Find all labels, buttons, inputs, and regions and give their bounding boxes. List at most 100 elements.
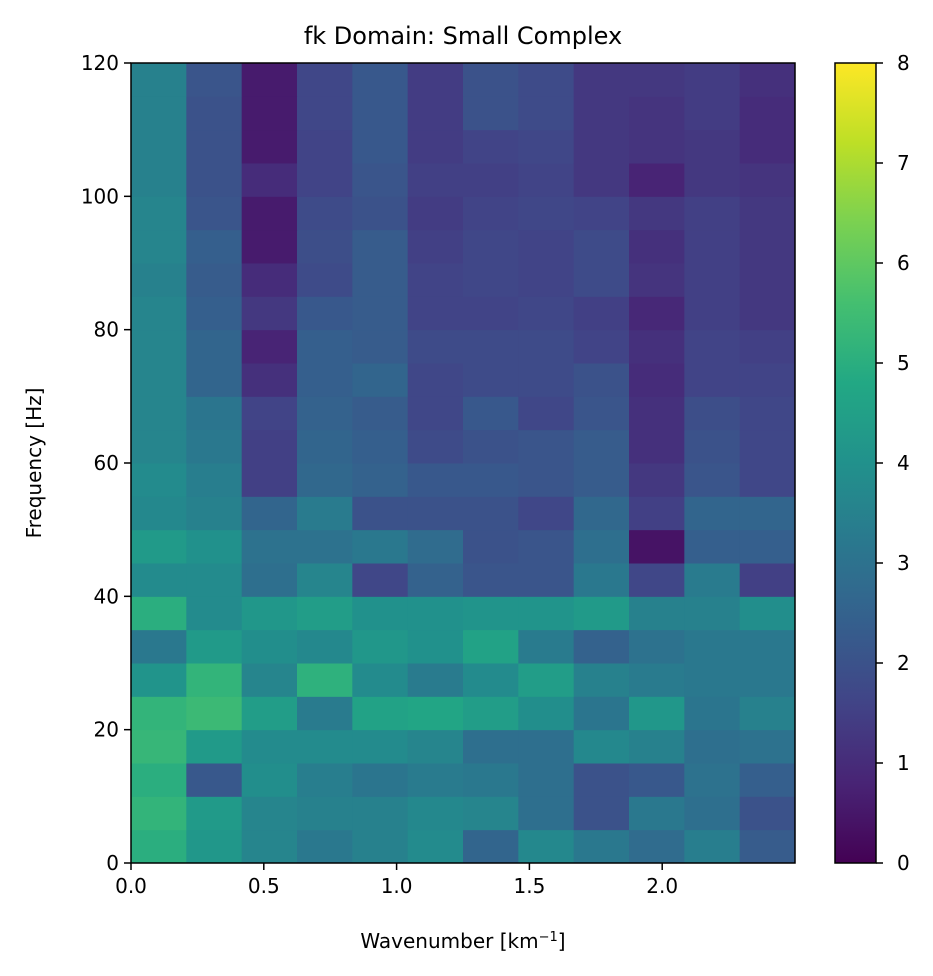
heatmap-cell <box>573 329 630 364</box>
heatmap-cell <box>463 563 519 597</box>
heatmap-cell <box>629 429 685 464</box>
heatmap-cell <box>407 463 464 497</box>
x-axis: 0.0 0.5 1.0 1.5 2.0 <box>115 863 678 898</box>
heatmap-cell <box>297 796 353 831</box>
x-axis-label-superscript: −1 <box>539 930 558 945</box>
heatmap-cell <box>684 496 741 531</box>
heatmap-cell <box>297 329 353 364</box>
heatmap-cell <box>352 596 409 631</box>
heatmap-cell <box>407 263 464 297</box>
heatmap-cell <box>241 429 298 464</box>
colorbar-axis: 0 1 2 3 4 5 6 7 8 <box>876 51 910 875</box>
colorbar-tick-label: 2 <box>897 651 910 675</box>
heatmap-cell <box>352 429 409 464</box>
heatmap-cell <box>407 496 464 531</box>
heatmap-cell <box>739 129 796 164</box>
heatmap-cell <box>684 463 741 497</box>
heatmap-cell <box>241 463 298 497</box>
heatmap-cell <box>241 663 298 697</box>
colorbar-tick-label: 3 <box>897 551 910 575</box>
heatmap-cell <box>352 629 409 664</box>
heatmap-cell <box>684 796 741 831</box>
heatmap-cell <box>131 663 187 697</box>
heatmap-cell <box>518 529 575 564</box>
heatmap-cell <box>573 229 630 264</box>
heatmap-cell <box>739 496 796 531</box>
y-tick-label: 40 <box>94 584 119 608</box>
heatmap-cell <box>463 429 519 464</box>
heatmap-cell <box>131 796 187 831</box>
heatmap-cell <box>131 463 187 497</box>
heatmap-cell <box>463 629 519 664</box>
heatmap-cell <box>739 596 796 631</box>
heatmap-cell <box>297 263 353 297</box>
heatmap-cell <box>573 629 630 664</box>
heatmap-cell <box>739 696 796 731</box>
heatmap-cell <box>407 696 464 731</box>
colorbar-tick-label: 5 <box>897 351 910 375</box>
heatmap-cell <box>186 129 243 164</box>
y-tick-label: 80 <box>94 318 119 342</box>
heatmap-cell <box>739 763 796 797</box>
heatmap-cell <box>352 796 409 831</box>
heatmap-cell <box>739 163 796 197</box>
heatmap-cell <box>241 563 298 597</box>
x-tick-label: 1.5 <box>513 874 545 898</box>
heatmap-cell <box>684 429 741 464</box>
heatmap-cell <box>573 396 630 431</box>
heatmap-cell <box>463 763 519 797</box>
plot-frame <box>130 62 796 864</box>
heatmap-cell <box>131 163 187 197</box>
x-tick-label: 0.5 <box>248 874 280 898</box>
heatmap-cell <box>186 596 243 631</box>
heatmap-cell <box>131 729 187 764</box>
y-tick-label: 100 <box>81 184 119 208</box>
chart-title: fk Domain: Small Complex <box>304 22 622 50</box>
heatmap-cell <box>629 763 685 797</box>
heatmap-cell <box>241 229 298 264</box>
heatmap-cell <box>629 463 685 497</box>
heatmap-cell <box>518 229 575 264</box>
heatmap-cell <box>241 196 298 231</box>
heatmap-cell <box>629 496 685 531</box>
heatmap-cell <box>407 163 464 197</box>
heatmap-cell <box>297 463 353 497</box>
heatmap-cell <box>739 296 796 331</box>
heatmap-cell <box>407 563 464 597</box>
heatmap-cell <box>684 396 741 431</box>
heatmap-cell <box>241 329 298 364</box>
heatmap-cell <box>518 396 575 431</box>
heatmap-cell <box>739 829 796 864</box>
heatmap-cell <box>131 496 187 531</box>
heatmap-cell <box>463 96 519 131</box>
y-tick-label: 120 <box>81 51 119 75</box>
heatmap-cell <box>463 729 519 764</box>
heatmap-cell <box>352 329 409 364</box>
heatmap-cell <box>352 363 409 397</box>
heatmap-cell <box>407 763 464 797</box>
heatmap-cell <box>297 129 353 164</box>
heatmap-cell <box>629 363 685 397</box>
heatmap-cell <box>407 629 464 664</box>
heatmap-cell <box>573 296 630 331</box>
heatmap-cell <box>186 663 243 697</box>
heatmap-cell <box>352 163 409 197</box>
heatmap-cell <box>629 96 685 131</box>
heatmap-cell <box>629 629 685 664</box>
heatmap-cell <box>241 629 298 664</box>
heatmap-cell <box>463 829 519 864</box>
heatmap-cell <box>684 696 741 731</box>
y-tick-label: 0 <box>106 851 119 875</box>
heatmap-cell <box>131 696 187 731</box>
heatmap-cell <box>241 63 298 97</box>
heatmap-cell <box>518 263 575 297</box>
heatmap-cell <box>518 729 575 764</box>
heatmap-cell <box>241 163 298 197</box>
heatmap-cell <box>407 796 464 831</box>
heatmap-cell <box>573 63 630 97</box>
heatmap-cell <box>352 63 409 97</box>
heatmap-cell <box>629 796 685 831</box>
heatmap-cell <box>739 629 796 664</box>
heatmap-cell <box>131 829 187 864</box>
heatmap-cell <box>297 496 353 531</box>
